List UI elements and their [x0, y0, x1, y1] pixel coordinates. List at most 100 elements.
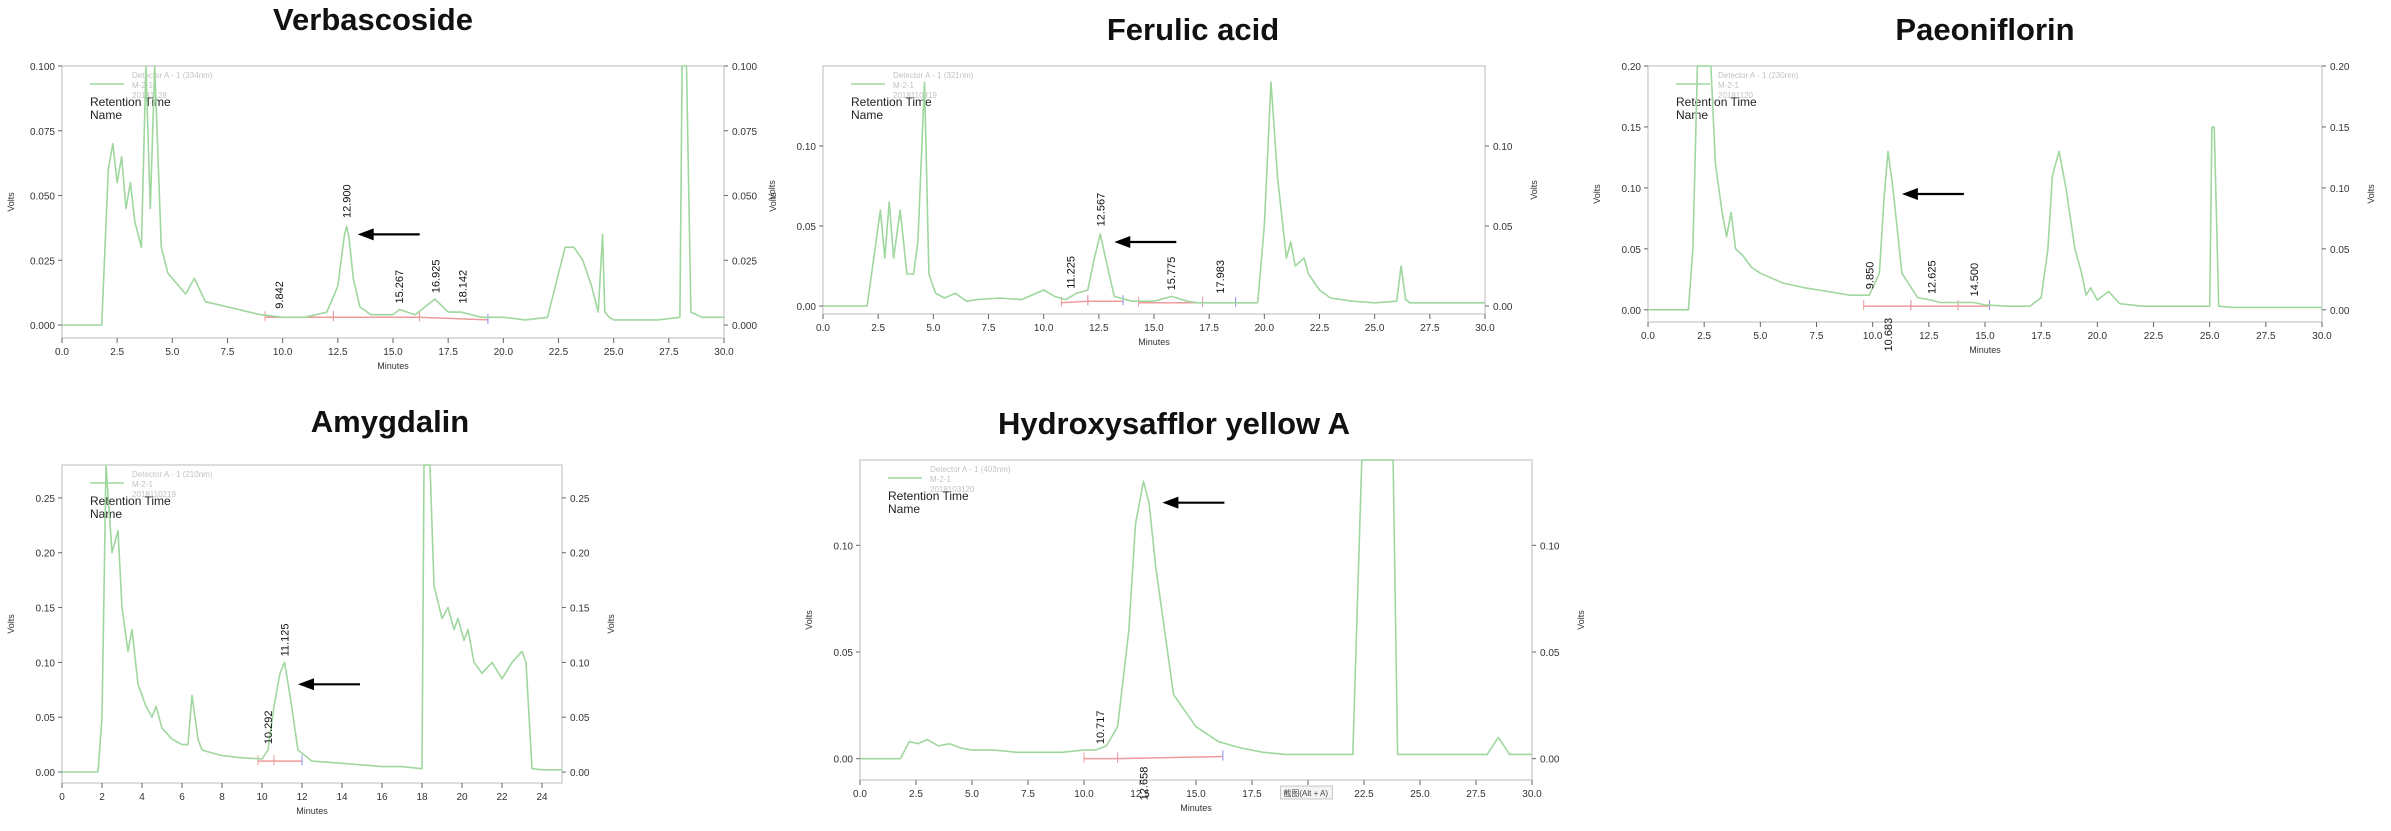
plot-frame	[61, 464, 563, 784]
y-tick-label-right: 0.20	[570, 549, 590, 560]
x-tick-label: 25.0	[1365, 323, 1385, 334]
x-tick-label: 0	[59, 792, 65, 803]
chromatogram-trace	[1648, 65, 2322, 311]
x-tick-label: 2.5	[871, 323, 885, 334]
x-tick-label: 24	[536, 792, 548, 803]
x-tick-label: 6	[179, 792, 185, 803]
y-tick-label-left: 0.10	[1622, 184, 1642, 195]
x-tick-label: 4	[139, 792, 145, 803]
peak-retention-label: 10.292	[263, 710, 275, 744]
x-axis-label: Minutes	[296, 806, 328, 816]
y-axis-label-left: Volts	[767, 180, 777, 200]
y-tick-label-right: 0.00	[1493, 302, 1513, 313]
legend-name: Name	[90, 108, 122, 122]
legend-entry: 2018110219	[132, 490, 176, 499]
y-tick-label-left: 0.075	[30, 127, 55, 138]
x-tick-label: 25.0	[2200, 331, 2220, 342]
y-axis-label-left: Volts	[6, 614, 16, 634]
x-tick-label: 5.0	[1753, 331, 1767, 342]
legend-entry: Detector A - 1 (321nm)	[893, 71, 974, 80]
chart-title-verbascoside: Verbascoside	[273, 2, 473, 37]
x-tick-label: 0.0	[816, 323, 830, 334]
y-tick-label-right: 0.10	[2330, 184, 2350, 195]
y-axis-label-right: Volts	[1529, 180, 1539, 200]
screenshot-tag: 截图(Alt + A)	[1283, 788, 1328, 798]
x-tick-label: 17.5	[1242, 789, 1262, 800]
y-tick-label-left: 0.000	[30, 321, 55, 332]
y-tick-label-right: 0.00	[2330, 306, 2350, 317]
x-tick-label: 10	[256, 792, 268, 803]
y-tick-label-left: 0.025	[30, 256, 55, 267]
peak-retention-label: 12.625	[1927, 260, 1939, 294]
chromatogram-trace	[62, 65, 724, 326]
plot-frame	[859, 459, 1533, 781]
legend-entry: M-2-1	[132, 81, 153, 90]
legend-name: Name	[888, 502, 920, 516]
x-tick-label: 30.0	[1522, 789, 1542, 800]
chart-paeoniflorin: 0.0 2.5 5.0 7.5 10.0 12.5 15.0 17.5 20.0 22.5 25.0…	[1592, 62, 2376, 355]
y-tick-label-right: 0.05	[2330, 245, 2350, 256]
x-tick-label: 27.5	[659, 347, 679, 358]
legend-retention-time: Retention Time	[90, 95, 171, 109]
x-tick-label: 27.5	[1420, 323, 1440, 334]
legend-name: Name	[90, 507, 122, 521]
x-tick-label: 12.5	[1919, 331, 1939, 342]
chart-amygdalin: 0 2 4 6 8 10 12 14 16 18 20 22 24Minutes0.000.050.10…	[6, 464, 616, 816]
peak-retention-label: 16.925	[430, 259, 442, 293]
x-tick-label: 30.0	[2312, 331, 2332, 342]
legend-name: Name	[851, 108, 883, 122]
screenshot-tag-box	[1279, 785, 1333, 800]
legend-retention-time: Retention Time	[90, 494, 171, 508]
legend-entry: 20181128	[132, 91, 168, 100]
peak-retention-label: 14.500	[1969, 263, 1981, 297]
peak-retention-label: 9.842	[274, 281, 286, 309]
x-tick-label: 12	[296, 792, 308, 803]
peak-arrow-head	[298, 678, 314, 691]
y-tick-label-left: 0.100	[30, 62, 55, 73]
peak-retention-label: 12.658	[1139, 767, 1151, 801]
x-tick-label: 22.5	[1310, 323, 1330, 334]
y-tick-label-left: 0.10	[797, 142, 817, 153]
integration-baseline	[419, 316, 488, 321]
y-tick-label-right: 0.00	[1540, 755, 1560, 766]
x-tick-label: 15.0	[1975, 331, 1995, 342]
y-tick-label-left: 0.10	[36, 658, 56, 669]
x-tick-label: 12.5	[1089, 323, 1109, 334]
chart-hydroxysafflor: 0.02.55.07.510.012.515.017.520.022.525.0…	[804, 459, 1586, 813]
y-tick-label-right: 0.050	[732, 192, 757, 203]
x-tick-label: 22	[496, 792, 508, 803]
x-tick-label: 10.0	[1074, 789, 1094, 800]
x-tick-label: 27.5	[1466, 789, 1486, 800]
chromatogram-trace	[860, 459, 1532, 760]
chart-verbascoside: 0.0 2.5 5.0 7.5 10.0 12.5 15.0 17.5 20.0 22.5 25.0…	[6, 62, 778, 371]
y-tick-label-left: 0.00	[797, 302, 817, 313]
chart-title-ferulic-acid: Ferulic acid	[1106, 12, 1280, 47]
x-tick-label: 7.5	[982, 323, 996, 334]
x-tick-label: 17.5	[438, 347, 458, 358]
x-tick-label: 30.0	[1475, 323, 1495, 334]
legend-retention-time: Retention Time	[851, 95, 932, 109]
x-axis-label: Minutes	[1969, 345, 2001, 355]
legend-retention-time: Retention Time	[888, 489, 969, 503]
x-tick-label: 20.0	[2088, 331, 2108, 342]
x-tick-label: 2	[99, 792, 105, 803]
y-tick-label-left: 0.20	[1622, 62, 1642, 73]
x-tick-label: 5.0	[165, 347, 179, 358]
x-tick-label: 15.0	[1144, 323, 1164, 334]
y-tick-label-left: 0.00	[1622, 306, 1642, 317]
y-axis-label-right: Volts	[1576, 610, 1586, 630]
legend-entry: M-2-1	[132, 480, 153, 489]
x-tick-label: 0.0	[853, 789, 867, 800]
x-tick-label: 20	[456, 792, 468, 803]
y-axis-label-left: Volts	[6, 192, 16, 212]
x-tick-label: 2.5	[909, 789, 923, 800]
y-tick-label-left: 0.05	[1622, 245, 1642, 256]
peak-retention-label: 15.775	[1166, 257, 1178, 291]
y-tick-label-right: 0.025	[732, 256, 757, 267]
y-axis-label-right: Volts	[606, 614, 616, 634]
peak-arrow-head	[357, 228, 374, 241]
integration-baseline	[1061, 300, 1088, 304]
chart-title-paeoniflorin: Paeoniflorin	[1895, 12, 2075, 47]
x-axis-label: Minutes	[377, 361, 409, 371]
chart-ferulic-acid: 0.0 2.5 5.0 7.5 10.0 12.5 15.0 17.5 20.0 22.5 25.0…	[767, 65, 1539, 347]
